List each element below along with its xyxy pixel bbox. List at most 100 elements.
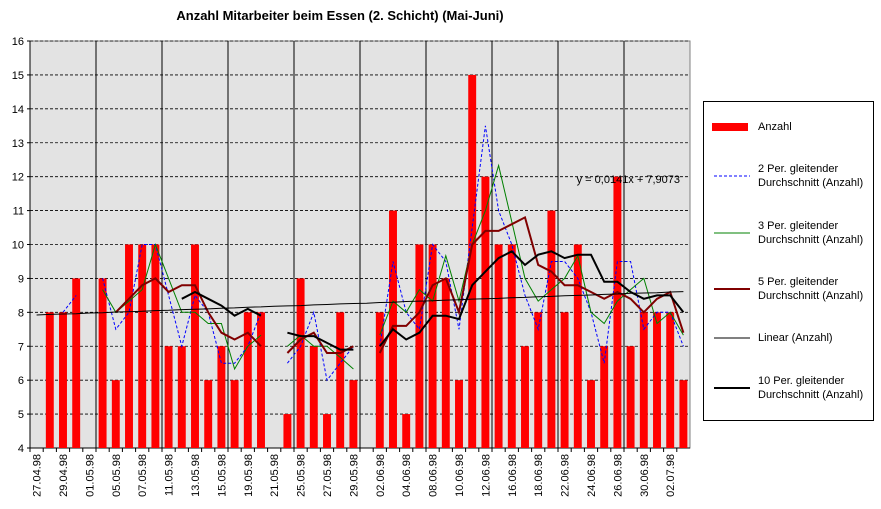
x-tick-label: 11.05.98 — [164, 454, 176, 496]
x-tick-label: 27.05.98 — [322, 454, 334, 497]
legend-key — [714, 175, 750, 177]
bar — [653, 312, 661, 448]
bar — [151, 244, 160, 448]
series-line — [287, 334, 354, 370]
bar — [481, 176, 490, 448]
bar — [560, 312, 569, 448]
legend-label: Anzahl — [758, 121, 792, 134]
bar — [626, 346, 635, 448]
x-tick-label: 13.05.98 — [190, 454, 202, 497]
bar — [494, 244, 503, 448]
bar — [164, 346, 173, 448]
bar — [283, 414, 292, 448]
x-tick-label: 26.06.98 — [612, 454, 624, 497]
legend-label: 3 Per. gleitender Durchschnitt (Anzahl) — [758, 219, 864, 246]
x-tick-label: 19.05.98 — [243, 454, 255, 497]
y-tick-label: 12 — [12, 172, 24, 184]
bar — [125, 244, 133, 448]
bar — [191, 244, 199, 448]
x-tick-label: 25.05.98 — [296, 454, 308, 497]
series-line — [379, 125, 684, 364]
x-tick-label: 07.05.98 — [137, 454, 149, 497]
y-tick-label: 16 — [12, 36, 24, 48]
series-line — [287, 331, 354, 351]
legend-label: 10 Per. gleitender Durchschnitt (Anzahl) — [758, 374, 864, 401]
bar — [534, 312, 543, 448]
bar — [257, 312, 265, 448]
bar — [138, 244, 147, 448]
bar — [177, 346, 186, 448]
x-tick-label: 27.04.98 — [32, 454, 44, 497]
legend-swatch — [712, 123, 748, 132]
y-tick-label: 8 — [18, 307, 24, 319]
bar — [59, 312, 67, 448]
bar — [98, 278, 107, 448]
bar — [336, 312, 345, 448]
bar — [402, 414, 411, 448]
y-tick-label: 11 — [13, 206, 24, 218]
series-line — [102, 244, 262, 364]
bar — [243, 312, 252, 448]
legend-key — [714, 232, 750, 234]
bar — [375, 312, 384, 448]
x-tick-label: 22.06.98 — [560, 454, 572, 497]
bar — [547, 210, 556, 448]
series-line — [379, 250, 685, 347]
legend-key — [712, 123, 748, 132]
series-line — [115, 277, 262, 347]
x-tick-label: 10.06.98 — [454, 454, 466, 497]
series-line — [36, 291, 684, 316]
bar — [296, 278, 305, 448]
series-line — [62, 295, 77, 313]
x-tick-label: 21.05.98 — [269, 454, 281, 497]
bar — [72, 278, 81, 448]
legend-item: 10 Per. gleitender Durchschnitt (Anzahl) — [704, 374, 873, 402]
bar — [666, 312, 675, 448]
bar — [521, 346, 529, 448]
y-tick-label: 10 — [12, 240, 24, 252]
x-tick-label: 04.06.98 — [401, 454, 413, 497]
bar — [573, 244, 582, 448]
x-tick-label: 29.04.98 — [58, 454, 70, 497]
legend-item: 2 Per. gleitender Durchschnitt (Anzahl) — [704, 162, 873, 190]
legend-item: Anzahl — [704, 120, 873, 134]
bar — [600, 346, 609, 448]
y-tick-label: 4 — [18, 443, 24, 455]
series-line — [379, 163, 684, 336]
bar — [639, 312, 648, 448]
series-line — [286, 331, 354, 354]
series-line — [378, 215, 685, 354]
x-tick-label: 12.06.98 — [480, 454, 492, 497]
bar — [45, 312, 54, 448]
chart-title: Anzahl Mitarbeiter beim Essen (2. Schich… — [176, 8, 503, 23]
bar — [613, 176, 622, 448]
bar — [428, 244, 437, 448]
bar — [111, 380, 120, 448]
legend-label: 5 Per. gleitender Durchschnitt (Anzahl) — [758, 276, 864, 303]
bar — [507, 244, 516, 448]
x-tick-label: 29.05.98 — [348, 454, 360, 497]
x-tick-label: 02.07.98 — [665, 454, 677, 497]
x-tick-label: 24.06.98 — [586, 454, 598, 497]
x-tick-label: 15.05.98 — [216, 454, 228, 497]
bar — [309, 346, 318, 448]
x-tick-label: 01.05.98 — [84, 454, 96, 497]
legend-key — [714, 337, 750, 339]
x-tick-label: 16.06.98 — [507, 454, 519, 497]
bar — [679, 380, 688, 448]
x-tick-label: 05.05.98 — [111, 454, 123, 497]
bar — [217, 346, 226, 448]
bar — [441, 278, 450, 448]
series-line — [181, 290, 262, 317]
bar — [204, 380, 213, 448]
legend-item: 5 Per. gleitender Durchschnitt (Anzahl) — [704, 275, 873, 303]
bar — [455, 380, 463, 448]
legend-label: 2 Per. gleitender Durchschnitt (Anzahl) — [758, 163, 864, 190]
annotation: y = 0,0141x + 7,9073 — [577, 174, 680, 186]
legend-item: 3 Per. gleitender Durchschnitt (Anzahl) — [704, 219, 873, 247]
y-tick-label: 6 — [18, 375, 24, 387]
legend-label: Linear (Anzahl) — [758, 332, 833, 345]
bar — [349, 380, 358, 448]
